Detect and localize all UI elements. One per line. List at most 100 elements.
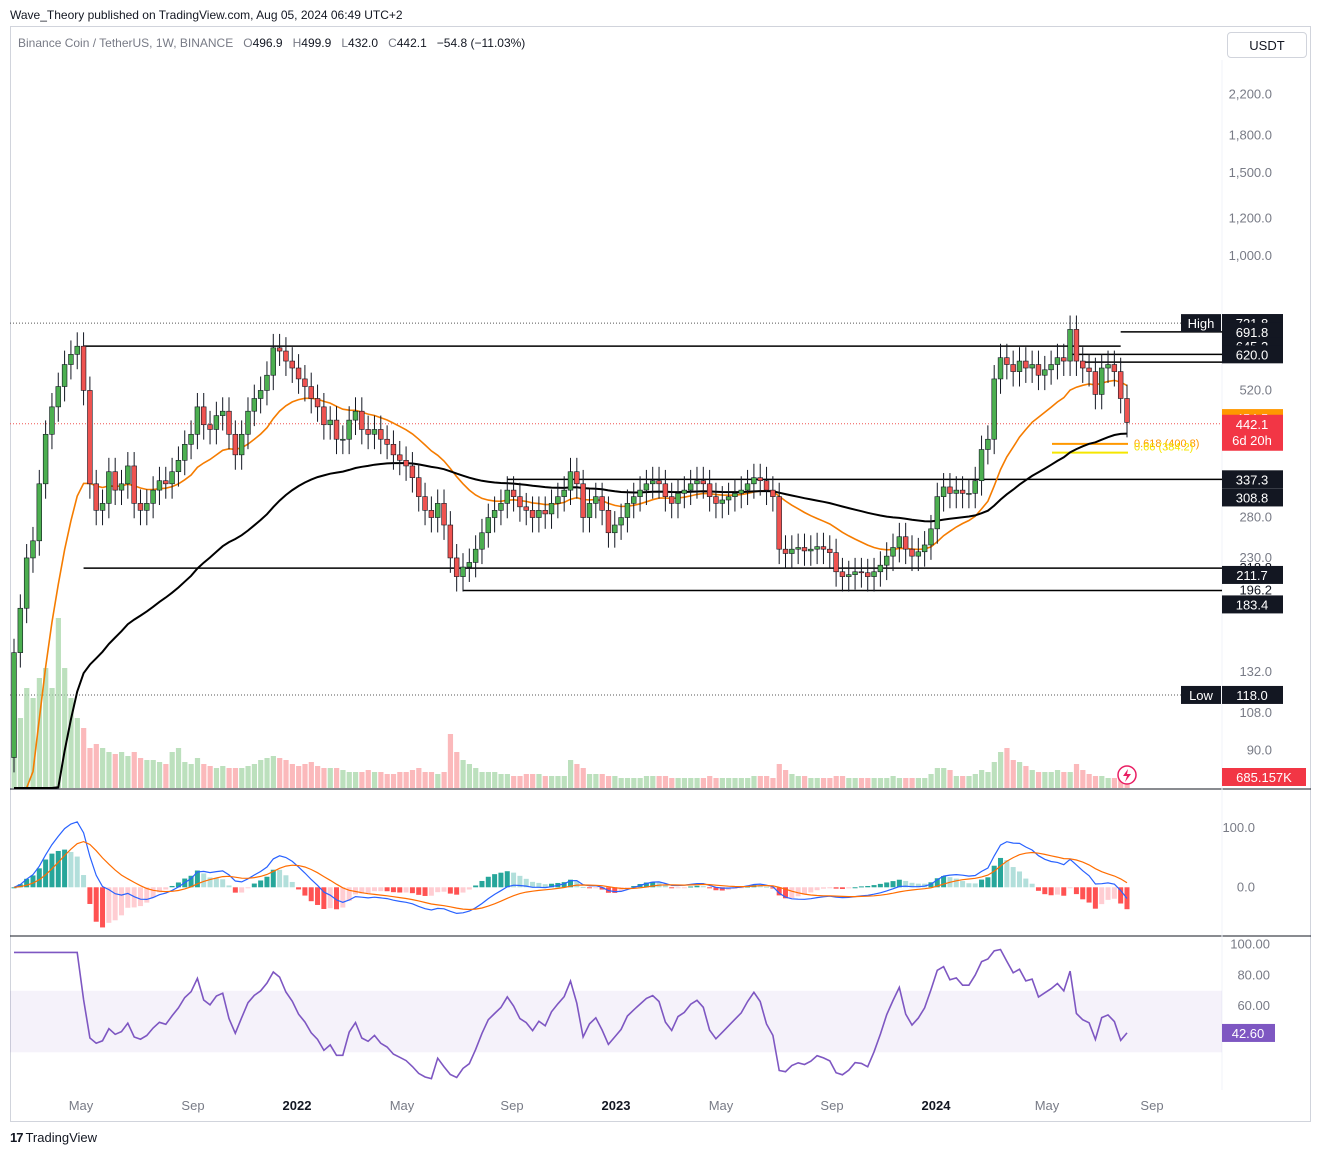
volume-bar: [371, 772, 378, 788]
volume-bar: [346, 772, 352, 788]
candle-body: [795, 547, 801, 550]
macd-histogram-bar: [289, 881, 295, 888]
macd-line: [13, 821, 1128, 915]
volume-bar: [719, 778, 725, 788]
candle-body: [1092, 371, 1099, 395]
volume-bar: [530, 774, 536, 788]
macd-histogram-bar: [137, 887, 143, 907]
candle-body: [1023, 360, 1029, 369]
macd-histogram-bar: [277, 869, 283, 888]
rsi-value: 42.60: [1232, 1026, 1265, 1041]
macd-axis-tick: 0.0: [1237, 879, 1255, 894]
macd-histogram-bar: [966, 883, 972, 888]
candle-body: [87, 390, 93, 485]
volume-bar: [125, 756, 131, 788]
macd-histogram-bar: [1111, 887, 1117, 899]
candle-body: [801, 547, 808, 552]
volume-bar: [365, 770, 371, 788]
volume-bar: [1048, 772, 1054, 788]
time-axis-tick: May: [69, 1098, 94, 1113]
candle-body: [605, 510, 612, 534]
macd-histogram-bar: [858, 886, 864, 888]
candle-body: [163, 480, 169, 485]
volume-bar: [1086, 774, 1092, 788]
volume-bar: [675, 778, 681, 788]
candle-body: [352, 410, 359, 421]
close-value: 442.1: [396, 36, 427, 50]
volume-bar: [700, 778, 707, 788]
volume-bar: [100, 748, 106, 788]
tradingview-logo[interactable]: 17 TradingView: [10, 1130, 97, 1145]
candle-body: [99, 503, 106, 511]
volume-bar: [713, 778, 719, 788]
macd-histogram-bar: [492, 874, 498, 888]
candle-body: [896, 536, 903, 548]
candle-body: [340, 438, 346, 441]
macd-histogram-bar: [245, 887, 251, 889]
price-label-box: [1222, 414, 1283, 451]
candle-body: [997, 357, 1004, 380]
macd-histogram-bar: [814, 887, 820, 891]
macd-histogram-bar: [877, 883, 883, 888]
macd-histogram-bar: [334, 887, 340, 910]
macd-histogram-bar: [795, 887, 801, 897]
candle-body: [403, 460, 409, 467]
macd-histogram-bar: [441, 887, 447, 892]
candle-body: [871, 571, 877, 577]
volume-bar: [17, 718, 24, 788]
macd-histogram-bar: [852, 887, 858, 889]
low-label: L: [341, 36, 349, 50]
price-axis-tick: 280.0: [1239, 510, 1272, 525]
candle-body: [510, 489, 517, 497]
candle-body: [744, 483, 751, 491]
candle-body: [466, 562, 473, 568]
candle-body: [42, 433, 49, 485]
macd-histogram-bar: [150, 887, 156, 898]
volume-bar: [232, 768, 239, 788]
macd-histogram-bar: [972, 883, 978, 888]
macd-histogram-bar: [175, 882, 181, 888]
volume-bar: [909, 778, 915, 788]
volume-bar: [783, 770, 789, 788]
time-axis-tick: May: [390, 1098, 415, 1113]
volume-bar: [55, 618, 61, 788]
volume-bar: [93, 744, 99, 788]
macd-histogram-bar: [473, 885, 479, 888]
macd-histogram-bar: [896, 879, 902, 888]
macd-histogram-bar: [100, 887, 106, 928]
volume-bar: [296, 766, 302, 788]
candle-body: [1111, 364, 1118, 372]
macd-histogram-bar: [346, 887, 352, 901]
macd-histogram-bar: [131, 887, 137, 908]
volume-bar: [131, 752, 137, 788]
currency-button[interactable]: USDT: [1227, 32, 1307, 58]
macd-histogram-bar: [1118, 887, 1124, 904]
volume-bar: [340, 770, 346, 788]
volume-bar: [144, 760, 150, 788]
macd-histogram-bar: [643, 882, 649, 888]
tradingview-logo-icon: 17: [10, 1130, 24, 1145]
volume-bar: [1118, 778, 1124, 788]
macd-histogram-bar: [586, 887, 592, 889]
price-label-tag: [1181, 685, 1221, 704]
macd-histogram-bar: [24, 878, 30, 888]
candle-body: [934, 496, 940, 530]
volume-bar: [150, 760, 156, 788]
volume-bar: [922, 778, 928, 788]
candle-body: [694, 480, 700, 485]
candle-body: [30, 540, 36, 559]
macd-histogram-bar: [934, 878, 940, 888]
candle-body: [656, 480, 662, 485]
candle-body: [422, 496, 428, 511]
macd-histogram-bar: [409, 887, 415, 894]
candle-body: [548, 503, 555, 515]
candle-body: [877, 564, 884, 573]
macd-histogram-bar: [1054, 887, 1060, 895]
symbol-name[interactable]: Binance Coin / TetherUS, 1W, BINANCE: [18, 36, 234, 50]
volume-bar: [877, 778, 884, 788]
candle-body: [137, 503, 144, 511]
volume-bar: [182, 762, 188, 788]
candle-body: [1048, 364, 1054, 371]
volume-bar: [270, 756, 276, 788]
